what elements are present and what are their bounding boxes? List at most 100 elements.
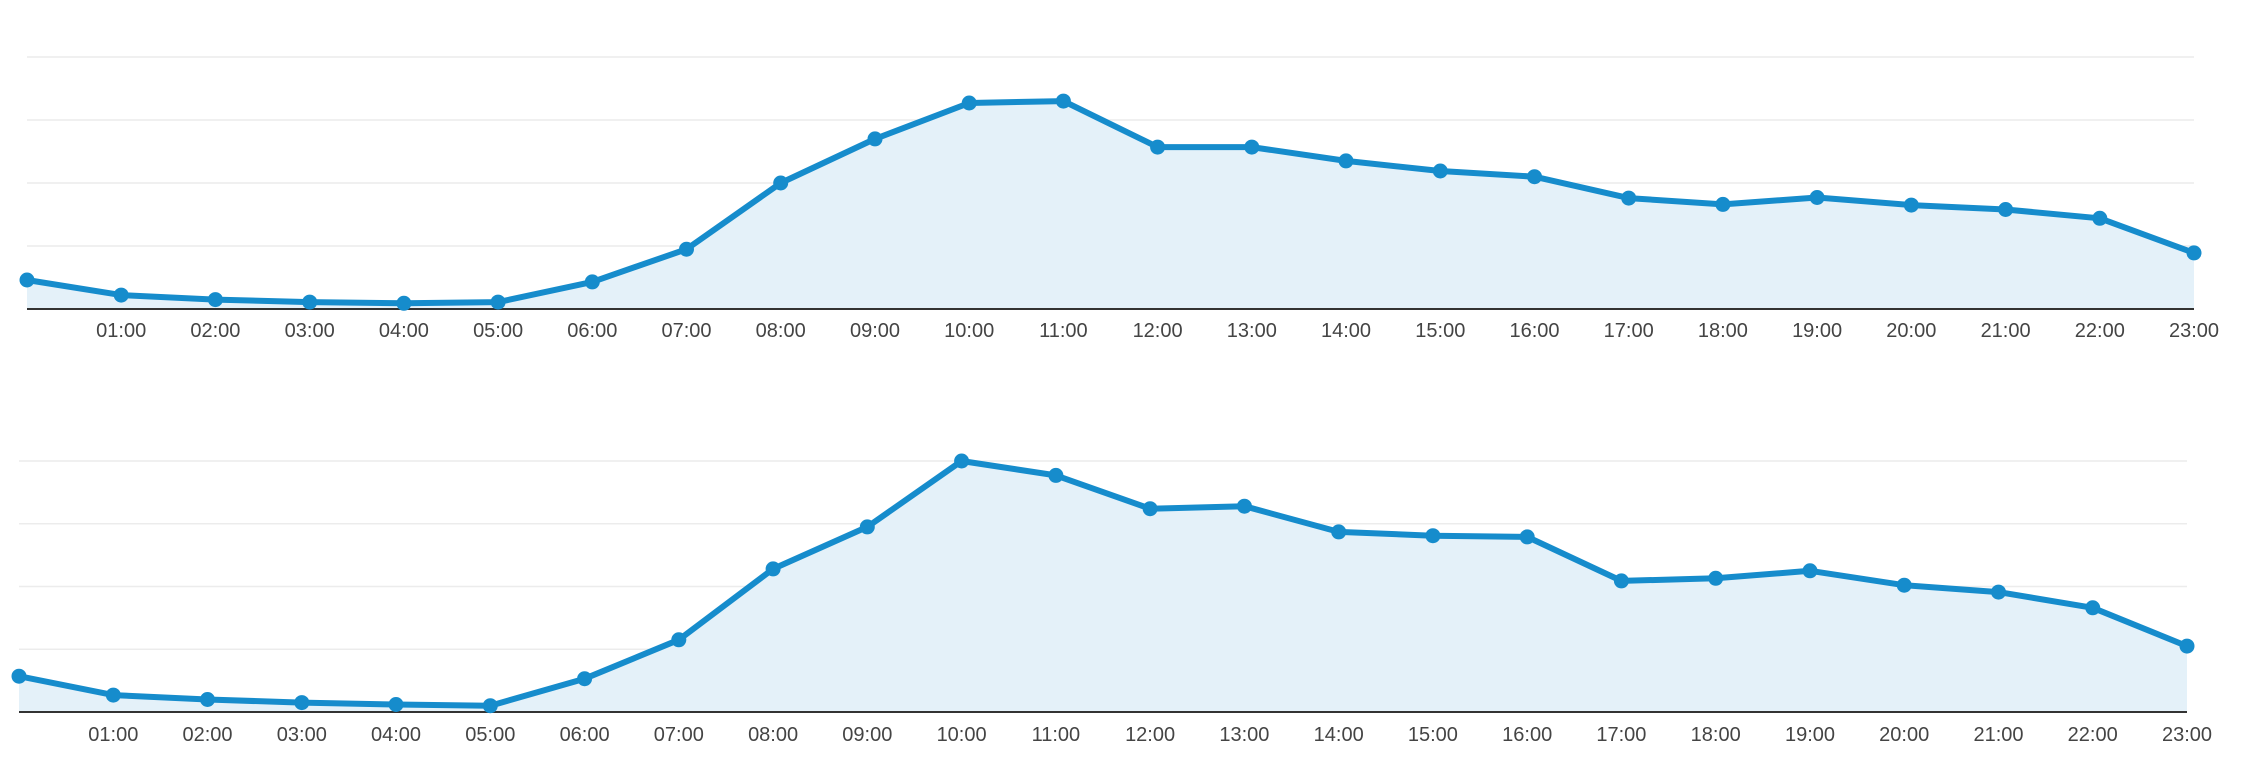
chart-bottom: 01:00 02:00 03:00 04:00 05:00 06:00 07:00 08:00… xyxy=(11,453,2212,746)
data-point-23:00[interactable] xyxy=(2179,638,2195,654)
x-tick-label: 13:00 xyxy=(1227,320,1277,342)
chart-top: 01:00 02:00 03:00 04:00 05:00 06:00 07:00 08:00… xyxy=(19,56,2219,342)
data-point-09:00[interactable] xyxy=(859,519,875,535)
x-tick-label: 10:00 xyxy=(937,724,987,746)
data-point-00:00[interactable] xyxy=(11,668,27,684)
data-point-09:00[interactable] xyxy=(867,131,883,147)
x-tick-label: 12:00 xyxy=(1125,724,1175,746)
x-tick-label: 23:00 xyxy=(2169,320,2219,342)
x-tick-label: 01:00 xyxy=(96,320,146,342)
series-line xyxy=(16,458,2190,709)
x-tick-label: 07:00 xyxy=(654,724,704,746)
data-point-07:00[interactable] xyxy=(671,632,687,648)
data-point-18:00[interactable] xyxy=(1715,196,1731,212)
x-tick-label: 13:00 xyxy=(1219,724,1269,746)
x-tick-label: 09:00 xyxy=(850,320,900,342)
data-point-21:00[interactable] xyxy=(1998,202,2014,217)
x-tick-label: 19:00 xyxy=(1785,724,1835,746)
data-point-12:00[interactable] xyxy=(1150,139,1166,155)
data-point-08:00[interactable] xyxy=(765,561,781,577)
series-area xyxy=(27,101,2194,309)
data-point-21:00[interactable] xyxy=(1991,584,2006,600)
data-point-17:00[interactable] xyxy=(1613,573,1629,589)
data-point-22:00[interactable] xyxy=(2085,600,2101,616)
x-tick-label: 09:00 xyxy=(842,724,892,746)
x-tick-label: 05:00 xyxy=(465,724,515,746)
data-point-02:00[interactable] xyxy=(200,692,215,707)
data-point-04:00[interactable] xyxy=(396,295,412,311)
data-point-01:00[interactable] xyxy=(105,687,121,703)
x-tick-label: 20:00 xyxy=(1886,320,1936,342)
data-point-23:00[interactable] xyxy=(2186,245,2202,261)
x-tick-label: 22:00 xyxy=(2068,724,2118,746)
x-tick-label: 04:00 xyxy=(371,724,421,746)
x-tick-label: 16:00 xyxy=(1509,320,1559,342)
data-point-15:00[interactable] xyxy=(1432,163,1448,179)
data-point-16:00[interactable] xyxy=(1527,169,1542,185)
data-point-14:00[interactable] xyxy=(1331,524,1347,540)
x-tick-label: 18:00 xyxy=(1698,320,1748,342)
series-area xyxy=(19,461,2187,712)
x-tick-label: 21:00 xyxy=(1973,724,2023,746)
series-line xyxy=(24,98,2197,307)
data-point-17:00[interactable] xyxy=(1621,190,1637,206)
x-tick-label: 08:00 xyxy=(756,320,806,342)
data-point-19:00[interactable] xyxy=(1802,563,1818,579)
data-point-06:00[interactable] xyxy=(584,274,600,290)
data-point-16:00[interactable] xyxy=(1519,529,1535,545)
x-tick-label: 03:00 xyxy=(277,724,327,746)
data-point-10:00[interactable] xyxy=(954,453,970,469)
data-point-11:00[interactable] xyxy=(1048,467,1064,483)
data-point-05:00[interactable] xyxy=(490,294,506,310)
data-point-00:00[interactable] xyxy=(19,272,35,288)
data-point-07:00[interactable] xyxy=(679,241,694,257)
x-tick-label: 02:00 xyxy=(182,724,232,746)
data-point-15:00[interactable] xyxy=(1425,528,1441,544)
data-point-03:00[interactable] xyxy=(294,695,310,711)
data-point-11:00[interactable] xyxy=(1055,93,1071,109)
x-tick-label: 20:00 xyxy=(1879,724,1929,746)
data-point-10:00[interactable] xyxy=(961,95,977,111)
data-point-20:00[interactable] xyxy=(1903,197,1919,213)
x-tick-label: 03:00 xyxy=(285,320,335,342)
data-point-13:00[interactable] xyxy=(1244,139,1260,155)
x-tick-label: 15:00 xyxy=(1408,724,1458,746)
x-tick-label: 05:00 xyxy=(473,320,523,342)
x-tick-label: 01:00 xyxy=(88,724,138,746)
x-tick-label: 14:00 xyxy=(1314,724,1364,746)
x-tick-label: 06:00 xyxy=(567,320,617,342)
data-point-03:00[interactable] xyxy=(302,294,318,310)
x-tick-label: 11:00 xyxy=(1032,724,1081,746)
x-tick-label: 12:00 xyxy=(1133,320,1183,342)
x-tick-label: 19:00 xyxy=(1792,320,1842,342)
data-point-05:00[interactable] xyxy=(482,698,498,714)
x-tick-label: 07:00 xyxy=(661,320,711,342)
x-tick-label: 16:00 xyxy=(1502,724,1552,746)
x-tick-label: 23:00 xyxy=(2162,724,2212,746)
data-point-12:00[interactable] xyxy=(1142,501,1158,517)
data-point-13:00[interactable] xyxy=(1236,498,1252,514)
x-tick-label: 06:00 xyxy=(560,724,610,746)
data-point-18:00[interactable] xyxy=(1708,570,1724,586)
x-tick-label: 21:00 xyxy=(1981,320,2031,342)
x-tick-label: 11:00 xyxy=(1039,320,1088,342)
data-point-01:00[interactable] xyxy=(113,287,129,303)
data-point-14:00[interactable] xyxy=(1338,153,1354,169)
x-tick-label: 15:00 xyxy=(1415,320,1465,342)
x-tick-label: 17:00 xyxy=(1604,320,1654,342)
data-point-04:00[interactable] xyxy=(388,697,404,712)
x-tick-label: 18:00 xyxy=(1691,724,1741,746)
x-tick-label: 14:00 xyxy=(1321,320,1371,342)
data-point-02:00[interactable] xyxy=(207,292,223,308)
x-tick-label: 22:00 xyxy=(2075,320,2125,342)
x-tick-label: 08:00 xyxy=(748,724,798,746)
data-point-20:00[interactable] xyxy=(1896,577,1912,593)
x-tick-label: 17:00 xyxy=(1596,724,1646,746)
data-point-19:00[interactable] xyxy=(1809,190,1825,205)
data-point-22:00[interactable] xyxy=(2092,210,2108,226)
data-point-06:00[interactable] xyxy=(577,671,593,687)
x-tick-label: 10:00 xyxy=(944,320,994,342)
x-tick-label: 02:00 xyxy=(190,320,240,342)
data-point-08:00[interactable] xyxy=(773,175,789,191)
